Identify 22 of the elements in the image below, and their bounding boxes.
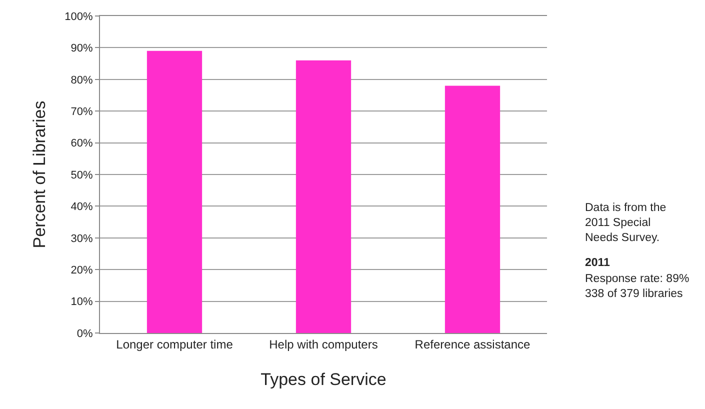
- y-tick-label: 70%: [70, 106, 94, 118]
- bar: [146, 50, 202, 333]
- bar: [296, 60, 352, 333]
- y-axis-title: Percent of Libraries: [30, 100, 50, 248]
- y-tick-label: 0%: [76, 328, 94, 340]
- y-tick-label: 20%: [70, 264, 94, 276]
- y-tick-label: 100%: [64, 10, 94, 23]
- bar: [444, 86, 500, 333]
- x-tick-label: Reference assistance: [414, 337, 531, 352]
- text: Response rate: 89% 338 of 379 libraries: [585, 273, 690, 300]
- x-tick-label: Help with computers: [269, 337, 378, 352]
- y-tick-label: 60%: [70, 138, 94, 150]
- y-tick-label: 90%: [70, 42, 94, 55]
- y-tick-label: 10%: [70, 296, 94, 308]
- y-tick-label: 40%: [70, 201, 94, 214]
- y-tick-label: 80%: [70, 74, 94, 86]
- y-tick-label: 30%: [70, 232, 94, 245]
- x-axis-title: Types of Service: [260, 370, 386, 389]
- y-tick-label: 50%: [70, 169, 94, 182]
- text: Data is from the 2011 Special Needs Survey.: [585, 202, 666, 244]
- x-tick-label: Longer computer time: [116, 337, 234, 352]
- text: 2011: [585, 257, 611, 269]
